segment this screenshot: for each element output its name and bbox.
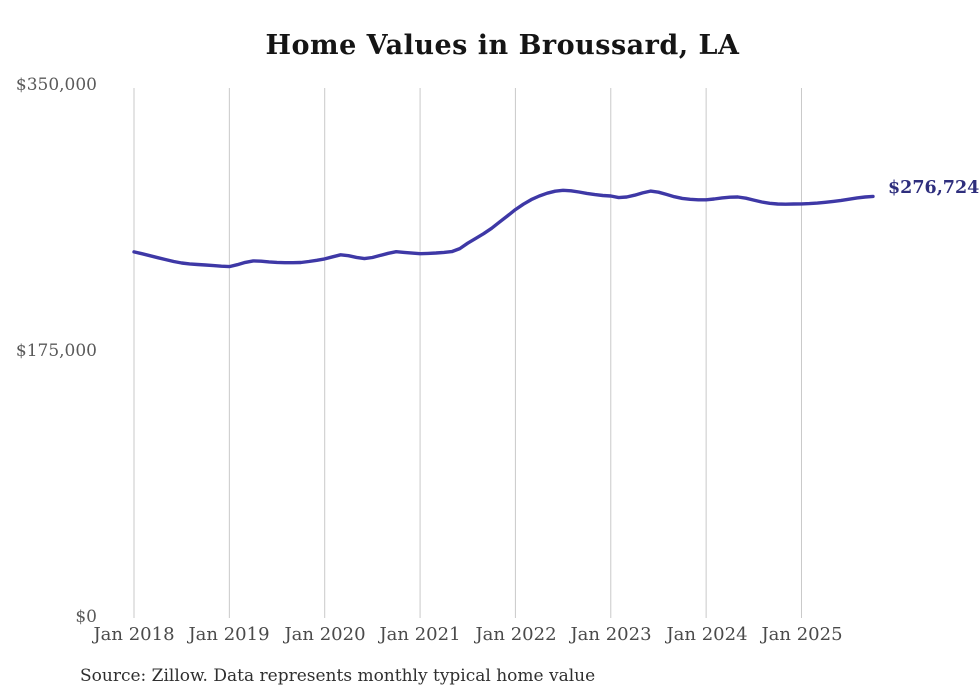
x-axis-tick-jan-2023: Jan 2023 [570, 624, 652, 645]
x-axis-tick-jan-2025: Jan 2025 [761, 624, 843, 645]
x-axis-tick-jan-2022: Jan 2022 [475, 624, 557, 645]
end-value-label: $276,724 [888, 178, 980, 198]
source-note: Source: Zillow. Data represents monthly … [80, 666, 596, 686]
x-axis-tick-jan-2019: Jan 2019 [188, 624, 270, 645]
y-axis-tick-0: $0 [75, 607, 97, 627]
x-axis-tick-jan-2020: Jan 2020 [284, 624, 366, 645]
y-axis-tick-175000: $175,000 [15, 341, 97, 361]
x-axis-tick-jan-2024: Jan 2024 [666, 624, 748, 645]
chart-title: Home Values in Broussard, LA [265, 30, 740, 61]
x-axis-tick-jan-2018: Jan 2018 [93, 624, 175, 645]
x-axis-tick-jan-2021: Jan 2021 [379, 624, 461, 645]
home-value-line [132, 188, 875, 269]
y-axis-tick-350000: $350,000 [15, 75, 97, 95]
